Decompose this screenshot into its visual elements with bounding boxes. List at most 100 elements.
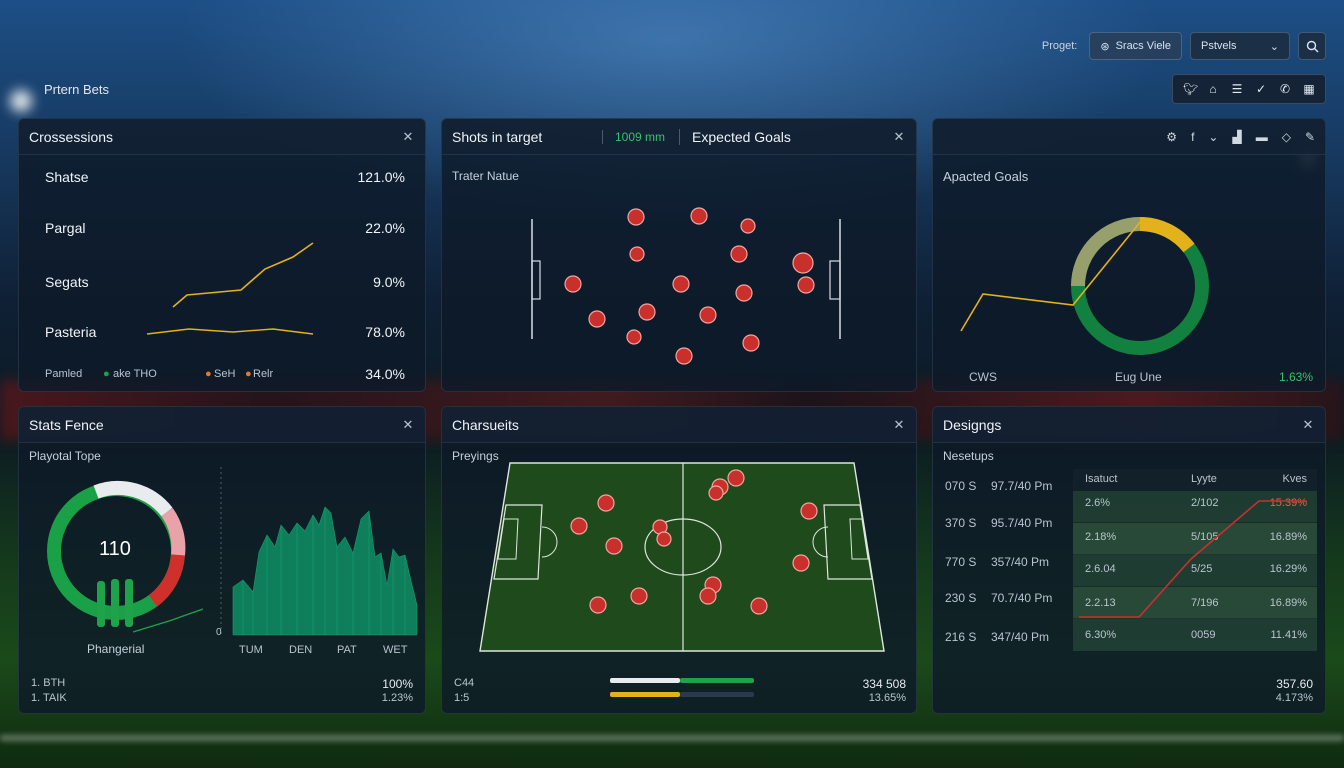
table-row[interactable]: 2.18% 5/105 16.89%	[1073, 523, 1317, 555]
legend-label: ake THO	[113, 368, 157, 380]
table-row[interactable]: 2.2.13 7/196 16.89%	[1073, 587, 1317, 619]
shots-panel: Shots in target 1009 mm Expected Goals ✕…	[441, 118, 917, 392]
panel-title: Shots in target	[452, 128, 543, 145]
footer-left: C44	[454, 677, 475, 689]
row-value: 9.0%	[373, 274, 405, 290]
bar-label: DEN	[289, 644, 313, 656]
shot-markers	[564, 207, 815, 365]
settings-icon[interactable]: ⚙	[1166, 129, 1178, 144]
chevron-down-icon[interactable]: ⌄	[1208, 129, 1219, 144]
close-icon[interactable]: ✕	[402, 128, 414, 144]
twitter-icon[interactable]: 🐦︎	[1183, 82, 1199, 96]
pitch-map	[479, 462, 885, 697]
footer-value: 34.0%	[365, 366, 405, 382]
time-value: 357/40 Pm	[991, 555, 1050, 569]
chart-icon[interactable]: ▟	[1232, 129, 1242, 144]
legend-label: Relr	[253, 368, 274, 380]
social-toolbar: 🐦︎ ⌂ ☰ ✓ ✆ ▦	[1172, 74, 1326, 104]
row-value: 78.0%	[365, 324, 405, 340]
bar-label: PAT	[337, 644, 357, 656]
histogram-bars	[232, 506, 418, 636]
close-icon[interactable]: ✕	[893, 128, 905, 144]
table-row[interactable]: 2.6% 2/102 15.39%	[1073, 491, 1317, 523]
trend-line-yellow	[172, 242, 314, 308]
time-value: 347/40 Pm	[991, 630, 1050, 644]
footer-left: CWS	[969, 370, 997, 384]
col-header: Isatuct	[1085, 473, 1118, 485]
panel-title-secondary: Expected Goals	[679, 128, 791, 145]
shots-badge: 1009 mm	[602, 129, 679, 144]
facebook-icon[interactable]: f	[1191, 129, 1195, 144]
time-code: 370 S	[945, 516, 977, 530]
row-value: 121.0%	[357, 169, 405, 185]
panel-subtitle: Playotal Tope	[29, 449, 101, 463]
possession-panel: Crossessions ✕ Shatse 121.0% Pargal 22.0…	[18, 118, 426, 392]
expected-goals-panel: ⚙ f ⌄ ▟ ▬ ◇ ✎ Apacted Goals CWS Eug Une …	[932, 118, 1326, 392]
stats-table: Isatuct Lyyte Kves 2.6% 2/102 15.39% 2.1…	[1073, 469, 1317, 651]
legend-dot-orange: ●	[205, 368, 212, 380]
time-value: 97.7/40 Pm	[991, 479, 1053, 493]
xg-donut-chart	[960, 217, 1209, 355]
stack-icon[interactable]: ☰	[1231, 82, 1243, 96]
footer-right: 100%	[382, 677, 413, 691]
row-label: Segats	[45, 274, 89, 290]
trend-line-red	[1079, 500, 1307, 618]
col-header: Kves	[1282, 473, 1307, 485]
pitch-panel: Charsueits ✕ Preyings	[441, 406, 917, 714]
search-icon	[1306, 40, 1318, 52]
folder-icon[interactable]: ▬	[1255, 129, 1268, 144]
trend-line-yellow-flat	[146, 328, 314, 335]
close-icon[interactable]: ✕	[1302, 416, 1314, 432]
bar-label: WET	[383, 644, 408, 656]
close-icon[interactable]: ✕	[402, 416, 414, 432]
legend-dot-green: ●	[103, 368, 110, 380]
panel-subtitle: Nesetups	[943, 449, 994, 463]
panel-title: Charsueits	[452, 416, 519, 433]
table-header: Isatuct Lyyte Kves	[1073, 469, 1317, 491]
row-label: Pasteria	[45, 324, 97, 340]
stats-charts	[47, 467, 418, 636]
footer-left: 1. BTH	[31, 677, 66, 689]
table-row[interactable]: 2.6.04 5/25 16.29%	[1073, 555, 1317, 587]
twitter-icon[interactable]: ✓	[1255, 82, 1267, 96]
circle-icon: ⊛	[1100, 40, 1110, 53]
stadium-light	[10, 90, 32, 112]
legend-label: SeH	[214, 368, 236, 380]
time-value: 95.7/40 Pm	[991, 516, 1053, 530]
footer-mid: Eug Une	[1115, 370, 1162, 384]
footer-right: 4.173%	[1275, 692, 1313, 704]
pitch-line-backdrop	[0, 735, 1344, 741]
time-code: 216 S	[945, 630, 977, 644]
row-label: Pargal	[45, 220, 86, 236]
search-view-button[interactable]: ⊛ Sracs Viele	[1089, 32, 1182, 60]
home-icon[interactable]: ⌂	[1209, 82, 1217, 96]
table-row[interactable]: 6.30% 0059 11.41%	[1085, 629, 1307, 641]
axis-zero: 0	[216, 627, 222, 638]
phone-icon[interactable]: ✆	[1279, 82, 1291, 96]
chevron-down-icon: ⌄	[1269, 40, 1279, 53]
shot-map	[531, 207, 841, 365]
donut-label: Phangerial	[87, 642, 145, 656]
search-button[interactable]	[1298, 32, 1326, 60]
legend-dot-orange: ●	[245, 368, 252, 380]
time-code: 070 S	[945, 479, 977, 493]
row-value: 22.0%	[365, 220, 405, 236]
panel-title: Crossessions	[29, 128, 114, 145]
close-icon[interactable]: ✕	[893, 416, 905, 432]
donut-value: 110	[99, 538, 131, 560]
panel-title: Stats Fence	[29, 416, 104, 433]
row-label: Shatse	[45, 169, 89, 185]
footer-left: 1:5	[454, 692, 470, 704]
time-value: 70.7/40 Pm	[991, 591, 1053, 605]
project-label: Proget:	[1041, 40, 1078, 52]
stats-panel: Stats Fence ✕ Playotal Tope 110 Phangeri…	[18, 406, 426, 714]
top-toolbar: Proget: ⊛ Sracs Viele Pstvels ⌄	[1042, 32, 1326, 60]
footer-right: 13.65%	[868, 692, 906, 704]
edit-icon[interactable]: ✎	[1304, 129, 1315, 144]
calendar-icon[interactable]: ▦	[1303, 82, 1315, 96]
player-markers	[570, 469, 818, 615]
col-header: Lyyte	[1191, 473, 1217, 485]
project-select[interactable]: Pstvels ⌄	[1190, 32, 1290, 60]
tag-icon[interactable]: ◇	[1281, 129, 1291, 144]
designs-panel: Designgs ✕ Nesetups 070 S 97.7/40 Pm 370…	[932, 406, 1326, 714]
